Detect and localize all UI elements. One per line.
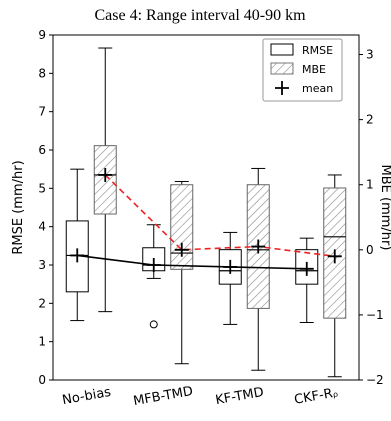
category-label: MFB-TMD <box>132 384 194 409</box>
left-tick-label: 4 <box>38 220 46 234</box>
left-tick-label: 7 <box>38 105 46 119</box>
category-label: No-bias <box>61 385 112 408</box>
rmse-outlier <box>150 321 157 328</box>
left-tick-label: 9 <box>38 28 46 42</box>
rmse-box-group <box>219 232 241 324</box>
right-tick-label: 3 <box>366 48 374 62</box>
right-tick-label: −2 <box>366 373 384 387</box>
left-tick-label: 0 <box>38 373 46 387</box>
mbe-box-group <box>171 181 193 363</box>
rmse-box-group <box>143 225 165 328</box>
left-axis: 0 1 2 3 4 5 6 7 8 9 <box>38 28 53 387</box>
left-tick-label: 3 <box>38 258 46 272</box>
chart-title: Case 4: Range interval 40-90 km <box>94 7 306 24</box>
right-tick-label: 1 <box>366 178 374 192</box>
mbe-box-group <box>247 168 269 370</box>
right-tick-label: 0 <box>366 243 374 257</box>
rmse-box-group <box>66 169 88 320</box>
left-tick-label: 1 <box>38 335 46 349</box>
right-tick-label: −1 <box>366 308 384 322</box>
legend-mean-label: mean <box>302 82 333 95</box>
left-axis-label: RMSE (mm/hr) <box>11 160 26 254</box>
left-tick-label: 5 <box>38 181 46 195</box>
legend-mbe-swatch <box>271 63 293 74</box>
mbe-box-group <box>324 175 346 377</box>
right-tick-label: 2 <box>366 113 374 127</box>
legend: RMSE MBE mean <box>263 39 342 101</box>
left-tick-label: 6 <box>38 143 46 157</box>
left-tick-label: 2 <box>38 296 46 310</box>
category-labels: No-bias MFB-TMD KF-TMD CKF-Rᵨ <box>61 384 339 409</box>
legend-rmse-swatch <box>271 44 293 55</box>
category-label: KF-TMD <box>214 385 265 408</box>
legend-rmse-label: RMSE <box>302 44 333 57</box>
rmse-box-group <box>296 238 318 322</box>
right-axis-label: MBE (mm/hr) <box>378 165 391 251</box>
mbe-mean-line <box>105 175 335 256</box>
category-label: CKF-Rᵨ <box>293 385 339 407</box>
left-tick-label: 8 <box>38 66 46 80</box>
legend-mbe-label: MBE <box>302 63 326 76</box>
